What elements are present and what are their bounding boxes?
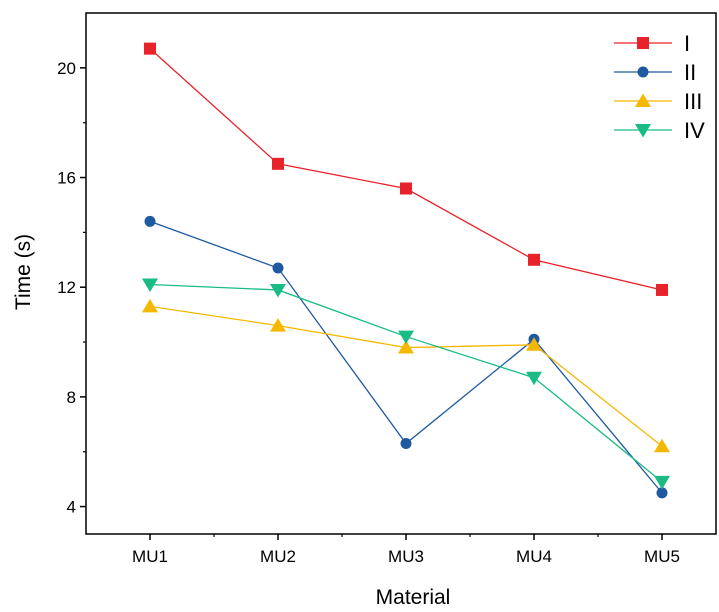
- x-tick-label: MU2: [260, 547, 296, 566]
- series-1: [144, 42, 668, 296]
- series-3: [142, 298, 670, 453]
- legend-label: II: [684, 60, 696, 85]
- y-axis-title: Time (s): [12, 234, 35, 310]
- data-point: [272, 262, 284, 274]
- x-axis-title: Material: [376, 586, 451, 609]
- data-point: [654, 475, 670, 490]
- x-tick-label: MU3: [388, 547, 424, 566]
- data-point: [142, 278, 158, 292]
- plot-area-border: [85, 12, 717, 535]
- data-point: [654, 438, 670, 453]
- data-point: [142, 298, 158, 313]
- x-tick-label: MU4: [516, 547, 552, 566]
- data-point: [526, 337, 542, 351]
- x-tick-label: MU5: [644, 547, 680, 566]
- y-tick-label: 4: [67, 498, 76, 517]
- y-tick-label: 16: [57, 169, 76, 188]
- series-group: [142, 42, 670, 499]
- legend-marker: [637, 37, 649, 49]
- legend-item-1: I: [614, 31, 690, 56]
- data-point: [528, 253, 540, 266]
- series-line: [149, 48, 663, 291]
- legend-label: I: [684, 31, 690, 56]
- series-4: [142, 278, 670, 490]
- y-tick-label: 12: [57, 278, 76, 297]
- data-point: [144, 42, 156, 55]
- data-point: [144, 215, 156, 227]
- legend-marker: [635, 124, 651, 138]
- data-point: [400, 182, 412, 195]
- y-tick-label: 8: [67, 388, 76, 407]
- series-line: [149, 305, 663, 447]
- data-point: [656, 487, 668, 499]
- legend-item-3: III: [614, 89, 702, 114]
- series-line: [149, 220, 663, 494]
- legend-marker: [637, 66, 649, 78]
- legend-item-4: IV: [614, 118, 705, 143]
- legend-label: IV: [684, 118, 705, 143]
- series-2: [144, 215, 668, 499]
- data-point: [400, 438, 412, 450]
- plot-frame: [85, 12, 717, 535]
- y-tick-label: 20: [57, 59, 76, 78]
- series-line: [149, 283, 663, 483]
- data-point: [270, 283, 286, 298]
- data-point: [398, 330, 414, 345]
- data-point: [656, 283, 668, 296]
- data-point: [526, 371, 542, 386]
- data-point: [270, 318, 286, 332]
- data-point: [272, 157, 284, 170]
- data-point: [398, 340, 414, 354]
- legend-item-2: II: [614, 60, 696, 85]
- x-tick-label: MU1: [132, 547, 168, 566]
- legend-marker: [635, 93, 651, 107]
- axis-ticks: 4 8 12 16 20 MU1 MU2 MU3 MU4 MU5: [57, 59, 680, 566]
- legend-label: III: [684, 89, 702, 114]
